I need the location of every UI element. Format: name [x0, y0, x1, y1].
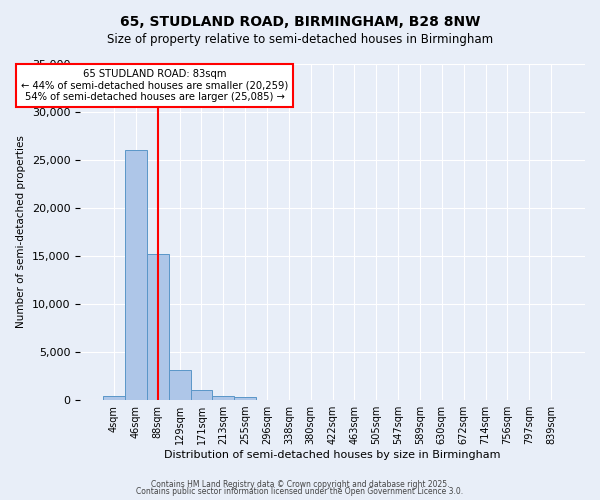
Bar: [169, 370, 191, 400]
Text: 65 STUDLAND ROAD: 83sqm
← 44% of semi-detached houses are smaller (20,259)
54% o: 65 STUDLAND ROAD: 83sqm ← 44% of semi-de…: [21, 69, 288, 102]
Bar: [191, 390, 212, 400]
Bar: [212, 396, 234, 400]
Bar: [103, 396, 125, 400]
Bar: [125, 150, 147, 400]
Text: 65, STUDLAND ROAD, BIRMINGHAM, B28 8NW: 65, STUDLAND ROAD, BIRMINGHAM, B28 8NW: [120, 15, 480, 29]
Text: Contains HM Land Registry data © Crown copyright and database right 2025.: Contains HM Land Registry data © Crown c…: [151, 480, 449, 489]
Bar: [234, 397, 256, 400]
Bar: [147, 254, 169, 400]
Text: Size of property relative to semi-detached houses in Birmingham: Size of property relative to semi-detach…: [107, 32, 493, 46]
Y-axis label: Number of semi-detached properties: Number of semi-detached properties: [16, 136, 26, 328]
Text: Contains public sector information licensed under the Open Government Licence 3.: Contains public sector information licen…: [136, 487, 464, 496]
X-axis label: Distribution of semi-detached houses by size in Birmingham: Distribution of semi-detached houses by …: [164, 450, 501, 460]
